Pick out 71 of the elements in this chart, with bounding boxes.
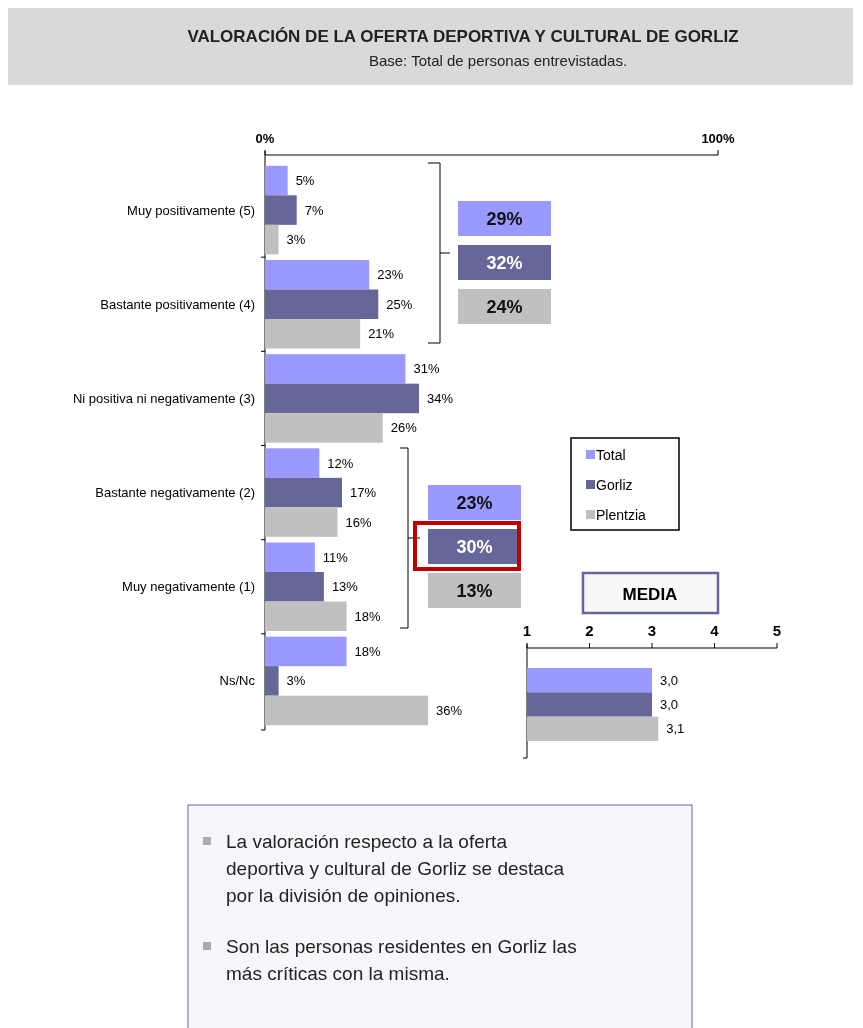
bar [265,448,320,478]
summary-box: 32% [458,245,551,280]
legend-label: Plentzia [596,506,647,523]
text: La valoración respecto a la oferta deportiva y cultural de Gorliz se destaca por la división de opiniones. [226,831,565,906]
bar [265,542,315,572]
data-label: 3,0 [660,697,679,713]
annotation: 13% [456,581,493,602]
legend-label: Gorliz [596,476,633,493]
summary-box: 24% [458,289,551,324]
data-label: 21% [368,326,395,342]
summary-box: 13% [428,573,521,608]
annotation: 29% [486,209,523,230]
bar [265,666,279,696]
bar [265,695,429,726]
annotation: 30% [456,537,493,558]
bar [265,507,338,537]
bar [265,289,379,319]
text: Son las personas residentes en Gorliz las más críticas con la misma. [226,936,577,984]
data-label: 18% [354,643,381,659]
data-label: 3,0 [660,672,679,688]
x-tick-label: 1 [522,622,532,639]
summary-box: 29% [458,201,551,236]
y-tick-label: Bastante negativamente (2) [95,485,255,501]
data-label: 13% [331,579,359,595]
x-tick-label: 2 [585,622,594,639]
bar [265,224,279,255]
bar [265,195,297,225]
bar [265,636,347,667]
summary-box: 23% [428,485,521,520]
data-label: 11% [322,549,349,565]
y-tick-label: Muy positivamente (5) [127,202,255,218]
x-tick-label: 0% [255,131,275,146]
chart-subtitle: Base: Total de personas entrevistadas. [368,52,628,69]
data-label: 34% [427,390,454,406]
bar [265,413,383,443]
data-label: 12% [327,455,354,471]
data-label: 3% [286,673,306,689]
bar [265,383,420,414]
data-label: 23% [377,267,404,283]
x-tick-label: 5 [772,622,782,639]
chart-title: VALORACIÓN DE LA OFERTA DEPORTIVA Y CULTURAL DE GORLIZ [187,27,739,46]
data-label: 7% [304,202,324,218]
annotation: 23% [456,493,493,514]
bar [265,354,406,384]
y-tick-label: Muy negativamente (1) [122,579,255,595]
annotation: 24% [486,297,523,318]
data-label: 3% [286,232,306,248]
bar [265,259,370,290]
data-label: 3,1 [666,721,685,737]
y-tick-label: Ni positiva ni negativamente (3) [72,390,255,406]
bar [265,572,324,602]
data-label: 31% [413,361,440,377]
data-label: 25% [386,296,413,312]
bar [265,165,288,196]
data-label: 26% [390,420,418,436]
data-label: 16% [345,514,372,530]
data-label: 36% [436,702,463,718]
chart-title: MEDIA [622,584,678,604]
y-tick-label: Ns/Nc [219,673,256,689]
legend-label: Total [596,446,626,463]
data-label: 17% [350,485,377,501]
bar [265,601,347,632]
x-tick-label: 100% [701,131,736,146]
bar [265,319,361,349]
data-label: 5% [295,173,315,189]
x-tick-label: 3 [647,622,657,639]
x-tick-label: 4 [710,622,720,639]
annotation: 32% [486,253,523,274]
data-label: 18% [354,608,381,624]
y-tick-label: Bastante positivamente (4) [100,296,255,312]
bar [265,477,343,508]
